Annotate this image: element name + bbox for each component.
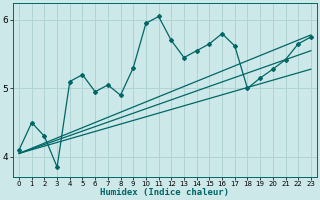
- X-axis label: Humidex (Indice chaleur): Humidex (Indice chaleur): [100, 188, 229, 197]
